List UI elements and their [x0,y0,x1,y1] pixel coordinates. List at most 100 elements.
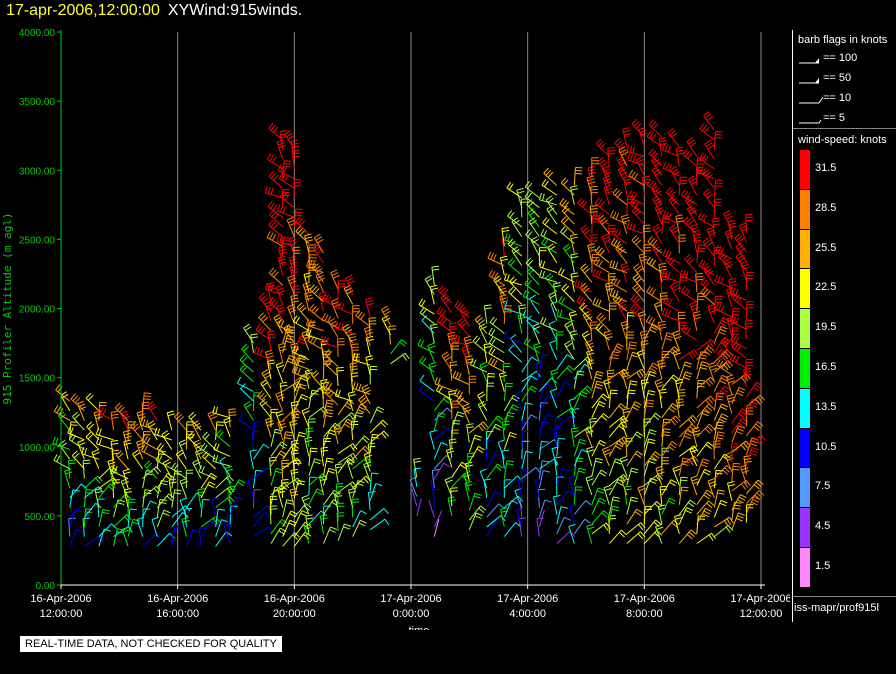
wind-barb-flag [536,362,544,365]
wind-barb-flag [129,508,137,511]
wind-barb-flag [735,518,743,522]
wind-barb-flag [245,403,252,409]
wind-barb-flag [693,445,699,452]
wind-barb-flag [384,310,391,316]
wind-barb-flag [556,309,560,317]
wind-barb-flag [685,432,693,437]
wind-barb-flag [211,497,219,501]
wind-barb-flag [117,452,124,458]
wind-barb [573,457,577,476]
wind-barb-flag [626,144,630,152]
wind-barb-flag [446,447,454,451]
wind-barb [591,469,602,486]
wind-barb-flag [610,210,614,217]
wind-barb [486,452,496,470]
wind-barb [267,283,272,302]
wind-barb-flag [529,388,537,393]
wind-barb-flag [618,142,625,148]
wind-barb-flag [617,343,625,348]
wind-barb-flag [345,328,353,334]
wind-barb-flag [600,469,608,475]
wind-barb-flag [593,257,598,264]
wind-barb-flag [352,381,356,389]
wind-barb-flag [722,338,729,344]
wind-barb-flag [736,345,742,352]
wind-barb-flag [306,259,310,267]
wind-barb-flag [57,386,63,393]
wind-barb-flag [690,417,696,423]
wind-barb-flag [474,314,481,321]
wind-barb-flag [740,444,746,451]
wind-barb-flag [604,238,612,243]
wind-barb [539,199,557,206]
wind-barb-flag [656,207,664,211]
speed-color-swatch [800,428,810,468]
wind-barb-flag [636,372,642,379]
wind-barb-flag [122,480,129,485]
wind-barb-flag [345,287,352,292]
barb-legend-row: == 50 [793,72,896,86]
wind-barb-flag [610,389,618,392]
wind-barb-flag [550,388,558,392]
wind-barb [714,516,730,528]
wind-barb [514,490,523,508]
wind-barb-flag [548,320,556,325]
wind-barb-flag [590,321,598,323]
wind-barb-flag [488,327,493,335]
wind-barb [185,529,194,547]
wind-barb-flag [602,393,609,399]
wind-barb-flag [360,313,366,320]
wind-barb-flag [569,330,577,333]
wind-barb-flag [582,265,589,271]
wind-barb-flag [619,168,627,173]
wind-barb-flag [310,447,318,450]
wind-barb-flag [560,297,566,305]
wind-barb [433,407,448,421]
wind-barb-flag [299,383,307,387]
wind-barb-flag [419,374,425,382]
wind-barb [215,421,218,440]
wind-barb-flag [159,444,165,451]
wind-barb-flag [562,468,570,472]
wind-barb-flag [516,507,524,511]
wind-barb-flag [292,384,297,392]
y-tick-label: 0.00 [36,581,56,592]
wind-barb [556,354,568,370]
wind-barb [198,528,202,547]
wind-barb-flag [654,451,661,457]
wind-barb-flag [350,368,358,371]
wind-barb-flag [228,475,234,482]
wind-barb-flag [670,226,678,232]
wind-barb-flag [301,393,309,398]
wind-barb [428,499,435,518]
wind-barb-flag [309,303,315,310]
wind-barb-flag [388,325,396,328]
wind-barb-flag [450,364,458,366]
wind-barb-flag [289,239,297,243]
wind-barb-flag [143,435,148,443]
wind-barb-flag [419,384,425,392]
wind-barb-flag [727,234,735,239]
wind-barb-flag [706,241,713,248]
wind-barb-flag [670,405,677,411]
wind-barb-flag [85,392,92,399]
wind-barb-flag [585,500,592,506]
wind-barb [689,304,698,322]
wind-barb-flag [510,333,517,340]
wind-barb-flag [621,458,628,463]
wind-barb [416,498,422,516]
wind-barb-flag [510,288,516,295]
wind-barb [308,477,311,496]
wind-barb-flag [238,479,246,484]
wind-barb [308,448,312,467]
wind-barb-flag [527,231,533,238]
y-tick-label: 2500.00 [19,235,56,246]
wind-barb-flag [267,282,275,285]
wind-barb [440,297,453,313]
wind-barb-flag [659,265,667,268]
wind-barb-flag [563,218,569,224]
wind-barb-flag [648,431,656,436]
wind-barb-flag [702,513,709,518]
x-tick-label-date: 17-Apr-2006 [497,593,558,605]
wind-barb-flag [658,262,666,265]
